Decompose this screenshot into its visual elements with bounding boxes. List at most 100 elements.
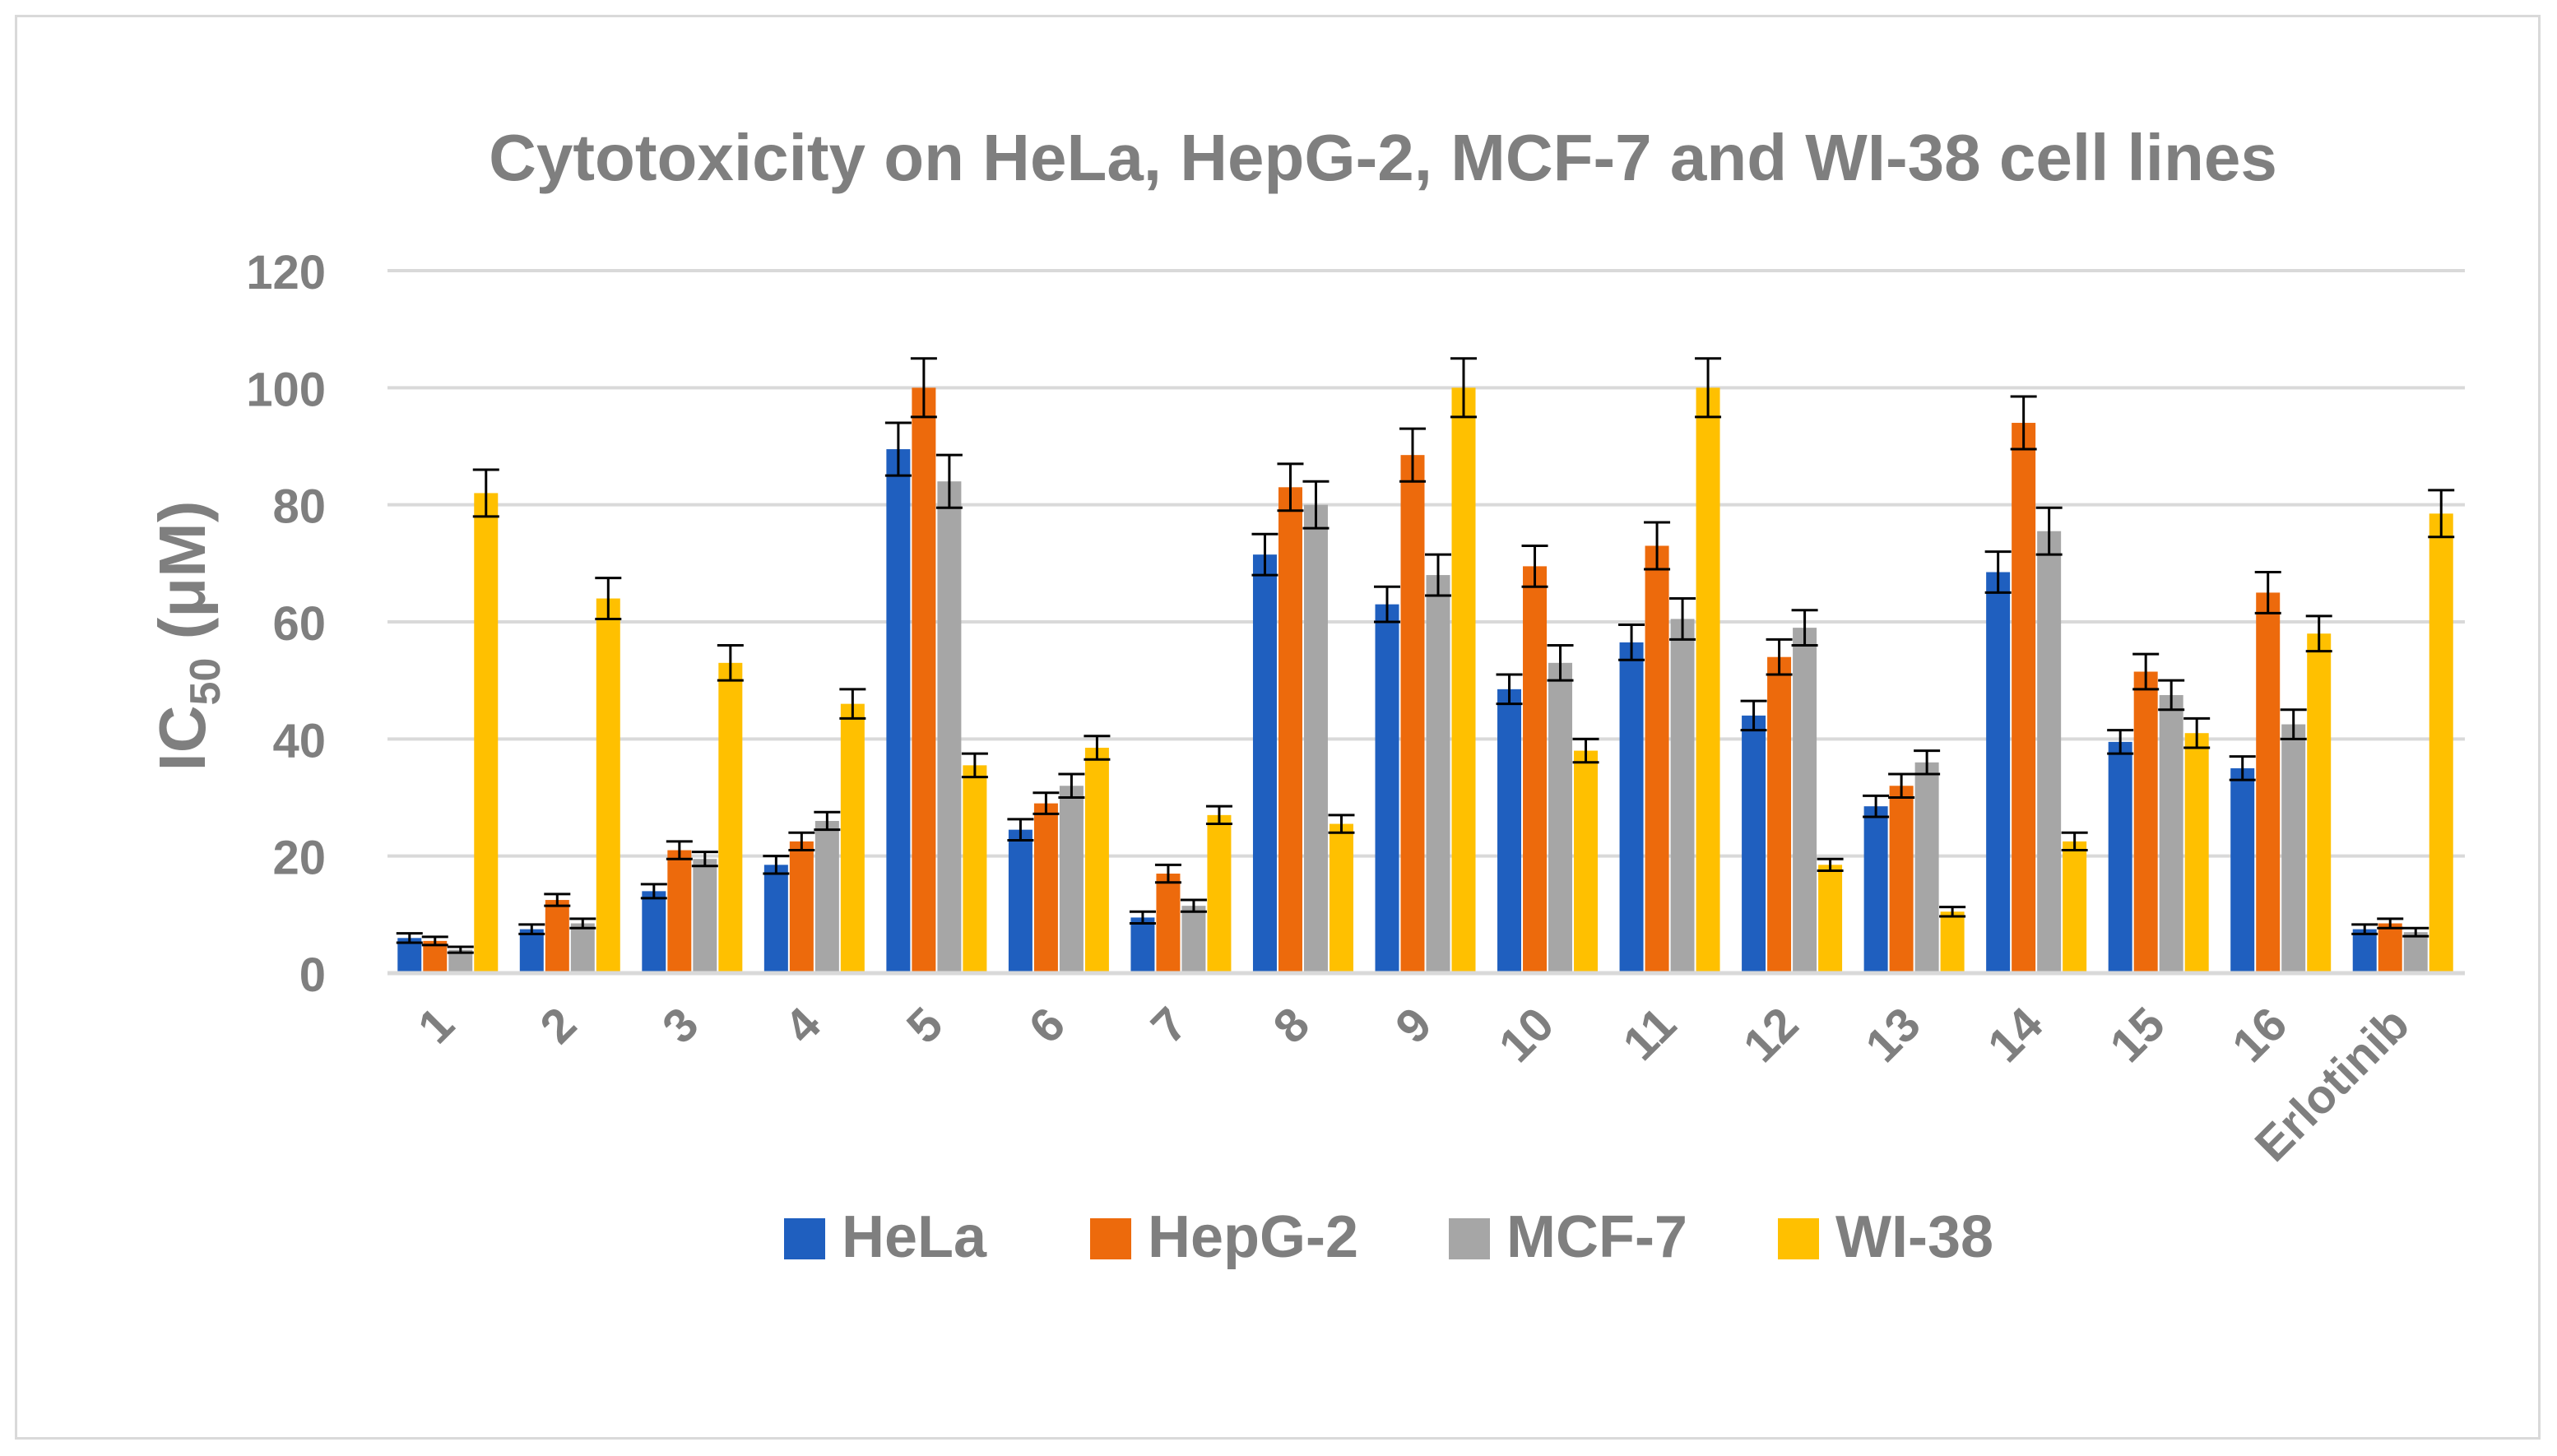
bars xyxy=(397,387,2453,973)
error-bar-hepg-2-2 xyxy=(544,893,571,907)
category-label: 2 xyxy=(530,997,587,1054)
legend-swatch-hela xyxy=(784,1218,825,1259)
error-bar-mcf-7-1 xyxy=(447,945,474,954)
y-label-main: IC xyxy=(146,705,219,771)
error-bar-hela-8 xyxy=(1251,532,1278,577)
error-bar-hela-16 xyxy=(2229,755,2256,781)
y-tick-label: 80 xyxy=(272,480,326,534)
bar-wi-38-2 xyxy=(596,598,620,973)
error-bar-hepg-2-16 xyxy=(2254,571,2281,614)
error-bar-mcf-7-10 xyxy=(1547,643,1574,682)
bar-wi-38-1 xyxy=(474,493,499,973)
error-bar-wi-38-11 xyxy=(1695,357,1722,419)
error-bar-mcf-7-2 xyxy=(569,917,596,930)
chart-title: Cytotoxicity on HeLa, HepG-2, MCF-7 and … xyxy=(489,121,2277,194)
error-bar-hepg-2-erlotinib xyxy=(2377,917,2404,930)
bar-hela-6 xyxy=(1008,829,1033,973)
bar-hela-14 xyxy=(1986,572,2011,973)
error-bar-hela-6 xyxy=(1007,818,1034,842)
error-bar-hela-10 xyxy=(1496,673,1523,706)
bar-mcf-7-3 xyxy=(693,859,717,973)
legend-swatch-hepg-2 xyxy=(1090,1218,1131,1259)
category-label: 10 xyxy=(1489,997,1565,1073)
bar-mcf-7-12 xyxy=(1793,628,1817,973)
bar-hepg-2-15 xyxy=(2133,671,2158,973)
bar-hepg-2-7 xyxy=(1156,874,1181,973)
error-bar-wi-38-3 xyxy=(717,643,744,682)
error-bar-wi-38-15 xyxy=(2183,716,2211,749)
bar-hela-8 xyxy=(1252,554,1277,973)
error-bar-hela-15 xyxy=(2107,729,2134,755)
bar-hepg-2-6 xyxy=(1033,803,1058,973)
y-tick-labels: 0 20 40 60 80 100 120 xyxy=(246,246,326,1002)
error-bar-hepg-2-3 xyxy=(666,840,693,860)
legend-label-wi-38: WI-38 xyxy=(1835,1204,1993,1270)
bar-hepg-2-12 xyxy=(1767,656,1792,973)
error-bar-wi-38-13 xyxy=(1939,906,1966,918)
bar-hepg-2-2 xyxy=(545,900,569,973)
bar-mcf-7-8 xyxy=(1303,504,1328,973)
bar-hepg-2-1 xyxy=(423,940,448,973)
category-label: 16 xyxy=(2222,997,2298,1073)
error-bar-mcf-7-12 xyxy=(1791,609,1818,647)
y-tick-label: 0 xyxy=(299,948,326,1002)
bar-hepg-2-13 xyxy=(1889,786,1914,973)
error-bar-hepg-2-1 xyxy=(421,935,448,947)
bar-wi-38-11 xyxy=(1696,387,1720,973)
error-bar-wi-38-12 xyxy=(1817,857,1844,872)
error-bar-wi-38-erlotinib xyxy=(2428,489,2455,539)
bar-hela-7 xyxy=(1130,917,1155,973)
error-bar-hela-4 xyxy=(763,855,790,875)
category-label: 6 xyxy=(1019,997,1075,1054)
category-label: 8 xyxy=(1263,997,1320,1054)
error-bar-hepg-2-8 xyxy=(1277,462,1304,512)
category-label: 4 xyxy=(774,997,831,1054)
bar-hela-16 xyxy=(2230,767,2255,973)
legend-swatch-mcf-7 xyxy=(1449,1218,1490,1259)
bar-hela-13 xyxy=(1863,806,1888,973)
bar-wi-38-5 xyxy=(963,765,987,973)
bar-hepg-2-erlotinib xyxy=(2378,923,2402,973)
bar-wi-38-3 xyxy=(718,662,743,973)
error-bar-mcf-7-5 xyxy=(935,453,963,509)
bar-wi-38-10 xyxy=(1574,750,1599,973)
category-label: 9 xyxy=(1385,997,1442,1054)
bar-hela-10 xyxy=(1497,689,1522,973)
bar-hepg-2-14 xyxy=(2012,423,2036,973)
error-bar-mcf-7-7 xyxy=(1180,898,1207,913)
error-bar-mcf-7-14 xyxy=(2035,506,2063,556)
bar-mcf-7-16 xyxy=(2281,724,2306,973)
bar-wi-38-12 xyxy=(1818,865,1843,973)
error-bar-hepg-2-14 xyxy=(2010,395,2037,451)
error-bar-hela-13 xyxy=(1863,794,1890,818)
bar-mcf-7-4 xyxy=(814,820,839,973)
error-bars xyxy=(396,357,2455,954)
legend-swatch-wi-38 xyxy=(1778,1218,1819,1259)
bar-wi-38-13 xyxy=(1940,911,1965,973)
error-bar-mcf-7-8 xyxy=(1302,480,1330,530)
error-bar-hela-14 xyxy=(1984,550,2012,594)
bar-mcf-7-9 xyxy=(1426,575,1450,973)
bar-mcf-7-6 xyxy=(1059,786,1084,973)
bar-wi-38-7 xyxy=(1207,814,1232,973)
error-bar-mcf-7-6 xyxy=(1058,772,1085,799)
bar-wi-38-6 xyxy=(1084,748,1109,973)
error-bar-wi-38-6 xyxy=(1084,735,1111,761)
error-bar-hela-2 xyxy=(518,923,545,935)
error-bar-hela-3 xyxy=(640,883,667,900)
y-label-sub: 50 xyxy=(182,658,230,706)
bar-mcf-7-5 xyxy=(937,481,962,973)
bar-wi-38-4 xyxy=(840,703,865,973)
bar-hepg-2-10 xyxy=(1523,566,1548,973)
bar-hela-12 xyxy=(1742,715,1766,973)
category-label: 12 xyxy=(1733,997,1809,1073)
bar-mcf-7-14 xyxy=(2037,531,2062,973)
error-bar-mcf-7-9 xyxy=(1425,553,1451,597)
error-bar-wi-38-16 xyxy=(2305,614,2332,653)
error-bar-hela-9 xyxy=(1374,585,1400,624)
y-tick-label: 20 xyxy=(272,832,326,885)
error-bar-hela-11 xyxy=(1618,624,1645,661)
bar-hepg-2-4 xyxy=(789,841,814,973)
legend-label-hela: HeLa xyxy=(842,1204,987,1270)
error-bar-hepg-2-7 xyxy=(1154,863,1181,884)
